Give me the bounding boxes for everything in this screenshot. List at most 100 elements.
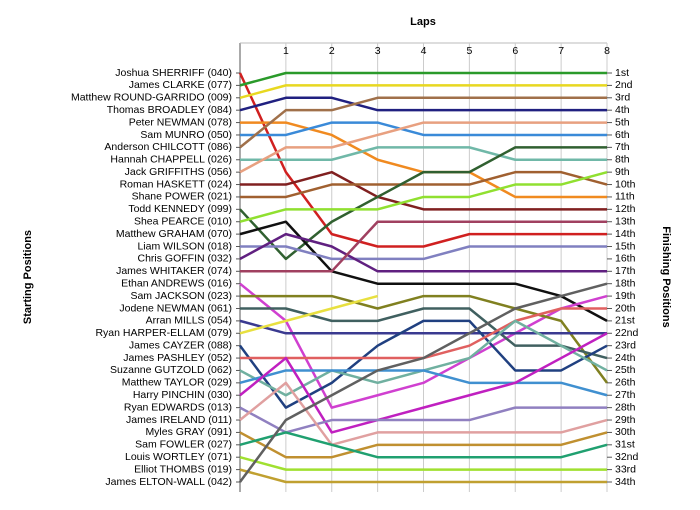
finish-label: 27th: [615, 389, 636, 401]
finish-label: 12th: [615, 203, 636, 215]
start-label: James ELTON-WALL (042): [105, 476, 232, 488]
finish-label: 1st: [615, 67, 629, 79]
start-label: Shea PEARCE (010): [134, 216, 232, 228]
start-label: James IRELAND (011): [126, 414, 232, 426]
driver-line: [239, 431, 608, 459]
start-label: Jodene NEWMAN (061): [119, 302, 232, 314]
start-label: Matthew GRAHAM (070): [116, 228, 232, 240]
finish-label: 23rd: [615, 339, 636, 351]
finish-label: 4th: [615, 104, 630, 116]
driver-line: [239, 96, 607, 112]
driver-line: [239, 406, 607, 434]
driver-line: [239, 96, 607, 149]
finish-label: 6th: [615, 129, 630, 141]
driver-line: [238, 282, 608, 483]
finish-label: 2nd: [615, 79, 633, 91]
driver-line: [239, 369, 608, 397]
start-label: Ryan HARPER-ELLAM (079): [95, 327, 232, 339]
finish-label: 3rd: [615, 92, 630, 104]
finish-label: 25th: [615, 364, 636, 376]
x-axis-title: Laps: [410, 16, 436, 28]
start-label: Anderson CHILCOTT (086): [104, 141, 232, 153]
start-label: Elliot THOMBS (019): [134, 463, 232, 475]
finish-label: 10th: [615, 178, 636, 190]
x-tick-label: 6: [512, 45, 518, 57]
start-label: Joshua SHERRIFF (040): [115, 67, 232, 79]
start-label: Sam FOWLER (027): [135, 439, 232, 451]
driver-line: [239, 294, 378, 335]
finish-label: 34th: [615, 476, 636, 488]
finish-label: 7th: [615, 141, 630, 153]
driver-line: [239, 319, 607, 335]
finish-label: 21st: [615, 315, 635, 327]
driver-line: [239, 71, 607, 87]
driver-line: [239, 468, 607, 484]
start-label: Sam MUNRO (050): [140, 129, 232, 141]
start-label: James WHITAKER (074): [116, 265, 232, 277]
y2-axis-title: Finishing Positions: [660, 226, 672, 327]
start-label: Jack GRIFFITHS (056): [125, 166, 232, 178]
finish-label: 20th: [615, 302, 636, 314]
y-axis-title: Starting Positions: [22, 230, 34, 324]
x-tick-label: 4: [421, 45, 427, 57]
finish-label: 16th: [615, 253, 636, 265]
finish-label: 33rd: [615, 463, 636, 475]
finish-label: 17th: [615, 265, 636, 277]
finish-label: 5th: [615, 116, 630, 128]
start-label: Shane POWER (021): [132, 191, 232, 203]
driver-line: [239, 431, 608, 459]
finish-label: 8th: [615, 154, 630, 166]
driver-line: [239, 84, 607, 99]
x-tick-label: 8: [604, 45, 610, 57]
finish-label: 31st: [615, 439, 635, 451]
finish-label: 19th: [615, 290, 636, 302]
finish-label: 15th: [615, 240, 636, 252]
start-label: Matthew ROUND-GARRIDO (009): [71, 92, 232, 104]
driver-line: [239, 381, 608, 447]
start-label: Louis WORTLEY (071): [125, 451, 232, 463]
driver-line: [240, 294, 609, 384]
finish-label: 26th: [615, 377, 636, 389]
start-label: Suzanne GUTZOLD (062): [110, 364, 232, 376]
driver-line: [239, 332, 608, 434]
driver-line: [240, 245, 607, 261]
finish-label: 13th: [615, 216, 636, 228]
start-label: Peter NEWMAN (078): [129, 116, 232, 128]
x-tick-label: 5: [466, 45, 472, 57]
finish-label: 29th: [615, 414, 636, 426]
finish-label: 18th: [615, 277, 636, 289]
driver-line: [239, 121, 607, 174]
x-tick-label: 1: [283, 45, 289, 57]
finish-label: 11th: [615, 191, 635, 203]
finish-label: 14th: [615, 228, 636, 240]
driver-line: [240, 170, 607, 211]
start-label: Hannah CHAPPELL (026): [110, 154, 232, 166]
driver-line: [240, 170, 608, 199]
finish-label: 24th: [615, 352, 636, 364]
start-label: James PASHLEY (052): [123, 352, 232, 364]
x-tick-label: 7: [558, 45, 564, 57]
finish-label: 28th: [615, 401, 636, 413]
start-label: James CAYZER (088): [129, 339, 232, 351]
start-label: Ryan EDWARDS (013): [124, 401, 232, 413]
start-label: Chris GOFFIN (032): [137, 253, 232, 265]
driver-line: [240, 146, 607, 162]
driver-line: [239, 146, 607, 261]
start-label: Harry PINCHIN (030): [133, 389, 232, 401]
finish-label: 30th: [615, 426, 636, 438]
driver-line: [238, 319, 608, 409]
start-label: Sam JACKSON (023): [130, 290, 232, 302]
start-label: Matthew TAYLOR (029): [122, 377, 232, 389]
driver-line: [240, 220, 607, 273]
start-label: Arran MILLS (054): [146, 315, 232, 327]
finish-label: 32nd: [615, 451, 639, 463]
start-label: Ethan ANDREWS (016): [121, 277, 232, 289]
driver-line: [240, 121, 607, 137]
finish-label: 9th: [615, 166, 630, 178]
start-label: Roman HASKETT (024): [120, 178, 232, 190]
driver-line: [240, 307, 608, 360]
start-label: Liam WILSON (018): [137, 240, 232, 252]
finish-label: 22nd: [615, 327, 639, 339]
start-label: Thomas BROADLEY (084): [107, 104, 232, 116]
